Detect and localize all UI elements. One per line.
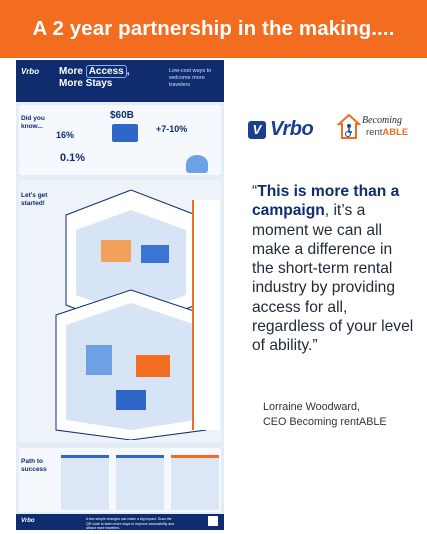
infographic-footer: Vrbo A few simple changes can make a big… xyxy=(16,514,224,530)
title-word-more: More xyxy=(59,66,83,77)
attribution-name: Lorraine Woodward, xyxy=(263,401,361,413)
header-banner: A 2 year partnership in the making.... xyxy=(0,0,427,58)
title-more-stays: More Stays xyxy=(59,78,113,89)
section-lets-get-started: Let's get started! xyxy=(21,192,48,207)
stat-illustration xyxy=(112,124,138,142)
quote-open-mark: “ xyxy=(252,183,258,200)
footer-vrbo-logo: Vrbo xyxy=(21,518,35,524)
infographic-subtitle: Low-cost ways to welcome more travelers xyxy=(169,68,212,88)
infographic-title: More Access, More Stays xyxy=(59,65,130,89)
title-word-access: Access xyxy=(85,65,127,78)
infographic-header: Vrbo More Access, More Stays Low-cost wa… xyxy=(16,60,224,102)
step-card-1 xyxy=(61,455,109,510)
house-accessibility-icon xyxy=(337,113,361,139)
person-illustration xyxy=(186,155,208,173)
quote-body: , it’s a moment we can all make a differ… xyxy=(252,202,414,355)
becoming-rentable-logo: Becoming rentABLE xyxy=(337,113,417,143)
infographic-vrbo-logo: Vrbo xyxy=(21,67,40,76)
vrbo-logo: V Vrbo xyxy=(248,118,314,141)
partnership-quote: “This is more than a campaign, it’s a mo… xyxy=(252,182,417,356)
attribution-role: CEO Becoming rentABLE xyxy=(263,416,387,428)
house-illustration xyxy=(55,189,207,440)
stat-0-1: 0.1% xyxy=(60,152,86,164)
banner-title: A 2 year partnership in the making.... xyxy=(32,17,395,40)
logo-becoming: Becoming xyxy=(362,115,402,126)
step-card-2 xyxy=(116,455,164,510)
stat-7-10: +7-10% xyxy=(156,124,188,134)
vrbo-mark-icon: V xyxy=(248,120,266,139)
vrbo-wordmark: Vrbo xyxy=(270,118,314,140)
footer-text: A few simple changes can make a big impa… xyxy=(86,517,175,530)
tips-column xyxy=(192,200,220,430)
qr-code xyxy=(208,516,218,526)
quote-emphasis: This is more than a campaign xyxy=(252,183,400,220)
logo-rentable: rentABLE xyxy=(366,127,409,138)
stat-16: 16% xyxy=(56,130,75,140)
section-did-you-know: Did you know... xyxy=(21,115,45,130)
step-card-3 xyxy=(171,455,219,510)
section-path-to-success: Path to success xyxy=(21,458,47,473)
infographic-poster: Vrbo More Access, More Stays Low-cost wa… xyxy=(16,60,224,530)
quote-attribution: Lorraine Woodward, CEO Becoming rentABLE xyxy=(263,400,423,430)
stat-60b: $60B xyxy=(110,110,134,121)
